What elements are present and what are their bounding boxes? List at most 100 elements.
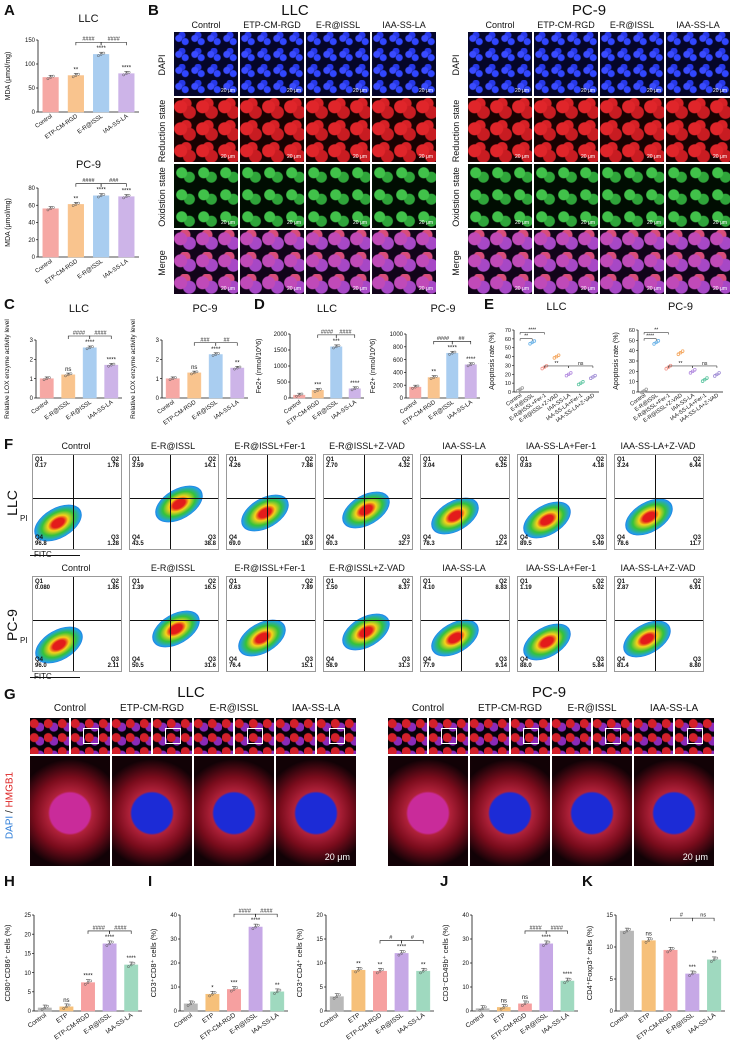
data-point [62,1007,66,1010]
data-point [520,1004,524,1007]
y-tick-label: 200 [393,383,404,389]
y-tick-label: 500 [277,380,288,386]
scale-bar-label: 20 μm [581,286,595,292]
data-point [71,204,75,207]
quadrant-value: Q1 3.04 [423,457,435,469]
quadrant-line-vertical [558,455,560,549]
bracket-label: ** [654,327,658,333]
significance-mark: **** [542,935,552,941]
y-tick-label: 1 [156,377,160,383]
comparison-bracket [692,365,718,368]
bracket-label: # [389,935,393,941]
scale-bar-label: 20 μm [682,852,708,862]
scale-bar-label: 20 μm [287,154,301,160]
panel-label-b: B [148,2,159,19]
data-point [102,193,106,196]
panel-label-j: J [440,873,449,890]
bracket-label: #### [339,329,352,335]
quadrant-line-vertical [655,455,657,549]
micrograph-tile: 20 μm [600,32,664,96]
panel-label-h: H [4,873,15,890]
bracket-label: #### [108,37,121,43]
flow-density-blob [234,487,295,540]
bar [685,973,700,1012]
comparison-bracket [519,332,545,335]
quadrant-line-horizontal [33,620,121,622]
data-point [168,378,172,382]
data-point [65,1005,68,1009]
data-point [705,376,709,380]
significance-mark: ns [522,995,528,1001]
significance-mark: **** [466,357,476,363]
data-point [378,969,382,973]
quadrant-line-vertical [364,455,366,549]
quadrant-line-vertical [73,455,75,549]
y-axis-label: CD4⁺Foxp3⁺ cells (%) [585,925,594,1000]
data-point [88,346,92,350]
zoomed-cell-image [30,756,110,866]
panel-label-g: G [4,686,16,703]
bar [165,378,180,399]
scale-bar-label: 20 μm [287,88,301,94]
data-point [411,386,414,390]
scale-bar-label: 20 μm [647,220,661,226]
data-point [669,948,672,952]
chart-title: LLC [317,303,337,315]
y-tick-label: 50 [28,86,35,92]
comparison-bracket [100,183,127,187]
significance-mark: ** [356,961,361,967]
bar [641,940,656,1012]
data-point [532,339,537,343]
significance-mark: *** [333,339,341,345]
y-tick-label: 0 [30,396,34,402]
panel-f-row-label: PC-9 [4,609,20,641]
y-tick-label: 800 [393,345,404,351]
flow-x-arrow [30,555,80,556]
data-point [499,1007,503,1011]
flow-x-axis-label: FITC [34,672,52,681]
quadrant-value: Q4 69.0 [229,535,241,547]
data-point [46,208,50,212]
quadrant-value: Q3 32.7 [398,535,410,547]
data-point [125,195,128,198]
quadrant-value: Q4 96.0 [35,657,47,669]
micrograph-tile: 20 μm [240,164,304,228]
y-tick-label: 30 [629,359,635,365]
quadrant-line-vertical [558,577,560,671]
data-point [547,940,551,944]
scale-bar-label: 20 μm [353,220,367,226]
panel-b-title: LLC [281,2,309,19]
quadrant-value: Q1 4.26 [229,457,241,469]
quadrant-value: Q3 38.8 [204,535,216,547]
data-point [112,362,116,366]
y-tick-label: 0 [174,1009,178,1015]
data-point [688,371,693,375]
comparison-bracket [89,335,112,339]
bar [205,993,220,1012]
significance-mark: ns [501,999,507,1005]
quadrant-value: Q2 1.85 [107,579,119,591]
panel-b-row-label: Oxidstion state [157,167,167,227]
significance-mark: ns [191,365,197,371]
bar [539,943,554,1012]
thumbnail-image [552,718,591,754]
quadrant-value: Q3 12.4 [495,535,507,547]
data-point [568,977,572,981]
panel-g-side-label: DAPI / HMGB1 [5,766,16,846]
significance-mark: **** [96,188,106,194]
data-point [432,376,436,379]
y-tick-label: 5 [610,977,614,983]
data-point [208,994,212,998]
y-tick-label: 20 [170,961,177,967]
quadrant-value: Q2 6.25 [495,457,507,469]
data-point [375,971,379,975]
panel-g-column-label: IAA-SS-LA [649,703,699,714]
y-axis-label: Apoptosis rate (%) [489,332,496,390]
panel-b-row-label: DAPI [451,54,461,76]
quadrant-value: Q3 5.49 [592,535,604,547]
quadrant-line-vertical [364,577,366,671]
thumbnail-image [317,718,356,754]
significance-mark: * [211,985,214,991]
panel-f-column-label: E-R@ISSL+Fer-1 [234,441,306,451]
panel-f-column-label: E-R@ISSL [150,563,196,573]
